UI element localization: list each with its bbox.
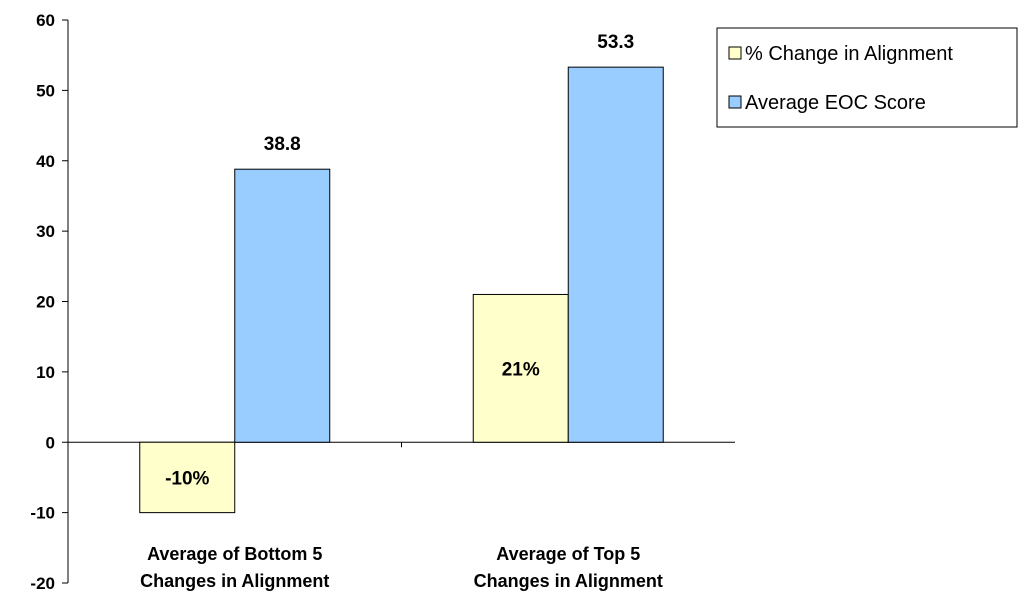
x-category-label: Changes in Alignment — [474, 571, 663, 591]
y-tick-label: 20 — [36, 293, 55, 312]
legend-swatch — [728, 46, 742, 60]
x-category-label: Average of Bottom 5 — [147, 544, 322, 564]
bar — [567, 66, 664, 443]
y-tick-label: 40 — [36, 152, 55, 171]
legend-label: Average EOC Score — [745, 92, 926, 114]
x-category-label: Average of Top 5 — [496, 544, 640, 564]
y-tick-label: -10 — [30, 504, 55, 523]
bar — [139, 441, 236, 514]
legend-box — [716, 27, 1018, 128]
y-tick-label: -20 — [30, 574, 55, 593]
bar — [472, 293, 569, 443]
data-label: 38.8 — [264, 134, 301, 155]
bar — [234, 168, 331, 443]
y-tick-label: 60 — [36, 11, 55, 30]
data-label: -10% — [165, 468, 209, 489]
y-tick-label: 50 — [36, 81, 55, 100]
y-tick-label: 10 — [36, 363, 55, 382]
y-tick-label: 30 — [36, 222, 55, 241]
legend-swatch — [728, 95, 742, 109]
data-labels: -10% 38.8 21% 53.3 — [165, 32, 634, 489]
data-label: 53.3 — [597, 32, 634, 53]
data-label: 21% — [502, 359, 540, 380]
y-tick-label: 0 — [46, 433, 55, 452]
bars — [139, 66, 664, 514]
legend: % Change in Alignment Average EOC Score — [716, 27, 1018, 128]
legend-label: % Change in Alignment — [745, 43, 953, 65]
x-category-label: Changes in Alignment — [140, 571, 329, 591]
